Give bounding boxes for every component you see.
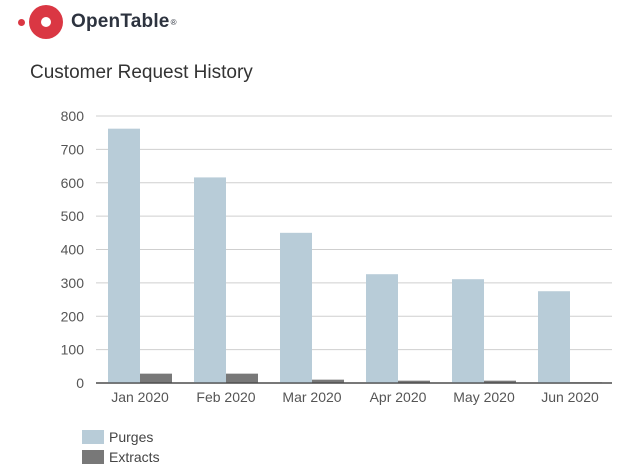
logo-mark-icon	[29, 5, 63, 39]
bar-extracts	[312, 379, 344, 383]
y-tick-label: 500	[61, 208, 85, 224]
x-tick-label: May 2020	[453, 389, 515, 405]
bar-purges	[280, 232, 312, 383]
legend-swatch-extracts	[82, 450, 104, 464]
bar-purges	[194, 177, 226, 383]
y-tick-label: 300	[61, 275, 85, 291]
x-tick-label: Jan 2020	[111, 389, 169, 405]
bar-extracts	[484, 380, 516, 383]
y-tick-label: 400	[61, 242, 85, 258]
bar-purges	[452, 279, 484, 383]
chart-title: Customer Request History	[30, 62, 253, 83]
legend-item-extracts: Extracts	[82, 447, 160, 467]
y-tick-label: 200	[61, 308, 85, 324]
opentable-logo: OpenTable ®	[18, 4, 176, 40]
legend-item-purges: Purges	[82, 427, 160, 447]
x-tick-label: Apr 2020	[370, 389, 427, 405]
y-tick-label: 800	[61, 108, 85, 124]
legend-label-purges: Purges	[109, 429, 154, 445]
logo-text: OpenTable	[71, 11, 170, 32]
bar-purges	[108, 128, 140, 383]
legend-label-extracts: Extracts	[109, 449, 160, 465]
bar-extracts	[140, 373, 172, 383]
logo-registered-mark: ®	[170, 17, 177, 27]
legend-swatch-purges	[82, 430, 104, 444]
x-tick-label: Feb 2020	[196, 389, 255, 405]
bar-extracts	[226, 373, 258, 383]
x-tick-label: Mar 2020	[282, 389, 341, 405]
logo-dot	[18, 18, 25, 26]
bar-extracts	[398, 380, 430, 383]
bar-purges	[538, 291, 570, 383]
chart-legend: Purges Extracts	[82, 427, 160, 467]
y-tick-label: 700	[61, 141, 85, 157]
y-tick-label: 100	[61, 342, 85, 358]
bar-purges	[366, 274, 398, 383]
y-tick-label: 0	[76, 375, 84, 391]
y-tick-label: 600	[61, 175, 85, 191]
x-tick-label: Jun 2020	[541, 389, 599, 405]
